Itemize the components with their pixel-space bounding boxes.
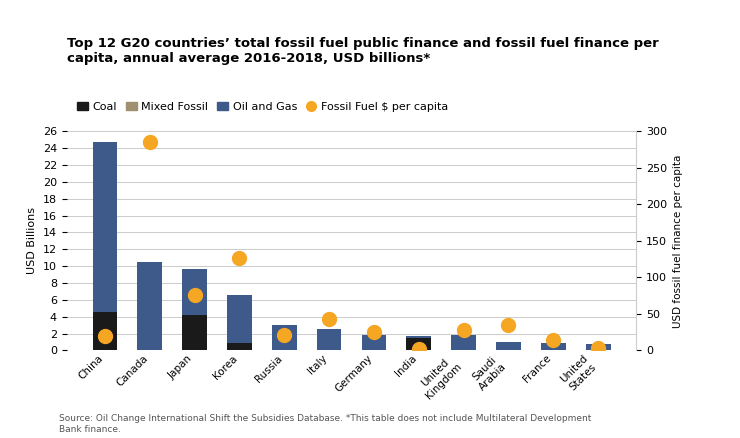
Fossil Fuel $ per capita xyxy=(548,337,559,344)
Fossil Fuel $ per capita xyxy=(233,254,245,261)
Y-axis label: USD fossil fuel finance per capita: USD fossil fuel finance per capita xyxy=(673,154,683,328)
Bar xyxy=(182,268,207,315)
Fossil Fuel $ per capita xyxy=(458,326,470,333)
Bar xyxy=(138,262,162,350)
Fossil Fuel $ per capita xyxy=(99,332,111,339)
Text: Top 12 G20 countries’ total fossil fuel public finance and fossil fuel finance p: Top 12 G20 countries’ total fossil fuel … xyxy=(67,37,659,65)
Bar xyxy=(227,343,252,350)
Bar xyxy=(317,328,341,350)
Bar xyxy=(227,295,252,343)
Text: Source: Oil Change International Shift the Subsidies Database. *This table does : Source: Oil Change International Shift t… xyxy=(59,414,591,434)
Bar xyxy=(92,142,117,312)
Fossil Fuel $ per capita xyxy=(144,139,155,146)
Bar xyxy=(586,344,610,350)
Bar xyxy=(182,315,207,350)
Bar xyxy=(362,335,386,350)
Y-axis label: USD Billions: USD Billions xyxy=(27,208,37,274)
Bar xyxy=(451,335,476,350)
Bar xyxy=(541,343,565,350)
Fossil Fuel $ per capita xyxy=(592,345,604,352)
Bar xyxy=(496,342,521,350)
Bar xyxy=(406,338,431,350)
Fossil Fuel $ per capita xyxy=(413,346,425,353)
Bar xyxy=(272,325,297,350)
Fossil Fuel $ per capita xyxy=(502,321,514,328)
Bar xyxy=(92,312,117,350)
Legend: Coal, Mixed Fossil, Oil and Gas, Fossil Fuel $ per capita: Coal, Mixed Fossil, Oil and Gas, Fossil … xyxy=(73,98,453,117)
Fossil Fuel $ per capita xyxy=(189,291,201,298)
Fossil Fuel $ per capita xyxy=(278,332,290,339)
Fossil Fuel $ per capita xyxy=(368,328,380,336)
Bar xyxy=(406,336,431,338)
Fossil Fuel $ per capita xyxy=(323,315,335,322)
